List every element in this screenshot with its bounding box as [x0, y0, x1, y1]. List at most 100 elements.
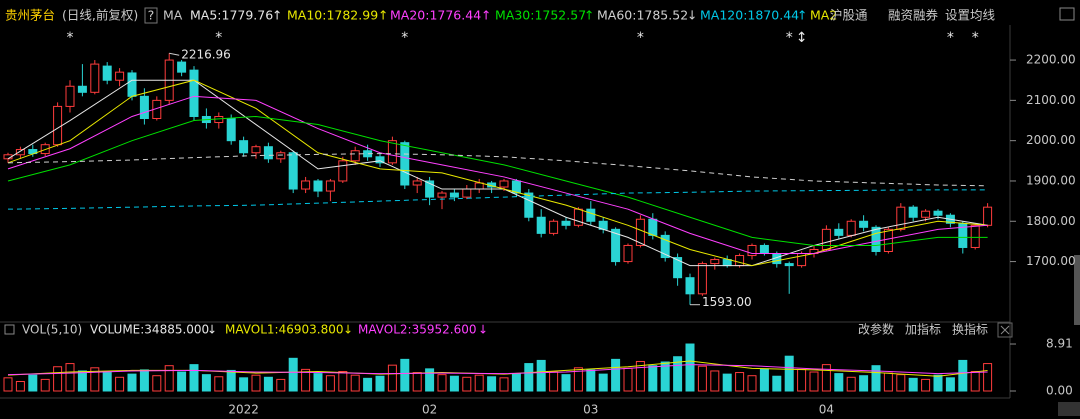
volume-bar — [338, 370, 348, 392]
volume-bar — [375, 375, 385, 392]
volume-bar — [846, 376, 856, 392]
candle-body — [697, 263, 707, 295]
volume-bar — [15, 381, 25, 392]
volume-bar — [115, 376, 125, 392]
header-item[interactable]: 设置均线 — [945, 8, 996, 23]
x-tick-label: 02 — [422, 403, 437, 417]
candle-body — [896, 206, 906, 230]
event-mark[interactable]: * — [215, 30, 222, 46]
volume-bar — [821, 364, 831, 392]
volume-bar — [127, 373, 137, 392]
ma-trend: ↑ — [481, 8, 491, 23]
volume-bar — [313, 373, 323, 392]
volume-bar — [759, 368, 769, 392]
candle-body — [115, 71, 125, 81]
volume-bar — [945, 377, 955, 392]
candle-body — [908, 206, 918, 218]
volume-bar — [412, 372, 422, 392]
candle-body — [375, 156, 385, 164]
volume-bar — [276, 378, 286, 392]
toolbar-button[interactable]: 改参数 — [858, 322, 894, 337]
candle-body — [933, 210, 943, 216]
scrollbar[interactable] — [1074, 255, 1080, 325]
event-mark[interactable]: * — [637, 30, 644, 46]
volume-bar — [201, 374, 211, 392]
mavol-line — [7, 364, 988, 376]
header-item[interactable]: 融资融券 — [888, 8, 939, 23]
candle-body — [127, 72, 137, 97]
event-mark[interactable]: * — [67, 30, 74, 46]
volume-bar — [449, 375, 459, 392]
close-box[interactable] — [997, 322, 1013, 338]
event-mark[interactable]: * — [786, 30, 793, 46]
pane-title: VOL(5,10) — [22, 323, 82, 337]
volume-bar — [102, 372, 112, 392]
candle-body — [883, 228, 893, 253]
ma-legend: MA20:1776.44 — [390, 8, 481, 23]
candle-body — [685, 277, 695, 295]
ma-trend: ↑ — [797, 8, 807, 23]
candle-body — [325, 180, 335, 192]
volume-bar — [152, 375, 162, 392]
help-box[interactable] — [144, 7, 158, 24]
candle-body — [288, 152, 298, 190]
volume-bar — [214, 376, 224, 392]
candle-body — [53, 105, 63, 146]
candle-body — [449, 192, 459, 198]
pane-toggle[interactable] — [4, 324, 15, 335]
x-tick-label: 2022 — [228, 403, 259, 417]
volume-bar — [970, 370, 980, 392]
volume-bar — [536, 359, 546, 392]
chart-mode: (日线,前复权) — [62, 8, 138, 23]
volume-bar — [139, 369, 149, 392]
annotation: 1593.00 — [702, 295, 752, 309]
volume-bar — [53, 366, 63, 392]
volume-bar — [524, 363, 534, 392]
volume-bar — [710, 370, 720, 392]
event-mark[interactable]: * — [947, 30, 954, 46]
candle-body — [821, 228, 831, 250]
candle-body — [338, 160, 348, 182]
event-mark[interactable]: * — [401, 30, 408, 46]
candle-body — [834, 228, 844, 236]
y-tick-label: 2000.00 — [1026, 133, 1076, 147]
toolbar-button[interactable]: 换指标 — [952, 322, 988, 337]
candle-body — [139, 95, 149, 120]
volume-bar — [809, 371, 819, 392]
window-icon[interactable] — [1059, 7, 1075, 21]
volume-bar — [747, 375, 757, 392]
volume-bar — [251, 374, 261, 392]
close-icon[interactable] — [1000, 325, 1010, 335]
candle-body — [710, 259, 720, 265]
volume-bar — [660, 361, 670, 392]
volume-bar — [772, 375, 782, 392]
ma-legend: MA5:1779.76 — [190, 8, 273, 23]
volume-bar — [673, 356, 683, 392]
volume-bar — [437, 374, 447, 392]
volume-bar — [549, 371, 559, 392]
candle-body — [263, 146, 273, 160]
y-tick-label: 8.91 — [1046, 337, 1073, 351]
volume-bar — [400, 358, 410, 392]
header-item[interactable]: 沪股通 — [830, 8, 868, 23]
volume-bar — [499, 377, 509, 392]
vol-trend: ↓ — [343, 323, 353, 337]
volume-bar — [325, 375, 335, 392]
help[interactable]: ? — [148, 8, 155, 23]
event-mark[interactable]: * — [972, 30, 979, 46]
ma-legend: MA120:1870.44 — [700, 8, 799, 23]
volume-bar — [65, 363, 75, 392]
vol-legend: MAVOL2:35952.600 — [358, 323, 477, 337]
toolbar-button[interactable]: 加指标 — [905, 322, 941, 337]
volume-bar — [387, 364, 397, 392]
event-mark[interactable]: ↕ — [796, 30, 808, 46]
volume-bar — [784, 355, 794, 392]
candle-body — [177, 61, 187, 73]
candle-body — [15, 149, 25, 156]
volume-bar — [697, 365, 707, 392]
volume-bar — [28, 374, 38, 392]
volume-bar — [573, 367, 583, 392]
ma-legend: MA30:1752.57 — [495, 8, 586, 23]
candle-body — [65, 85, 75, 107]
